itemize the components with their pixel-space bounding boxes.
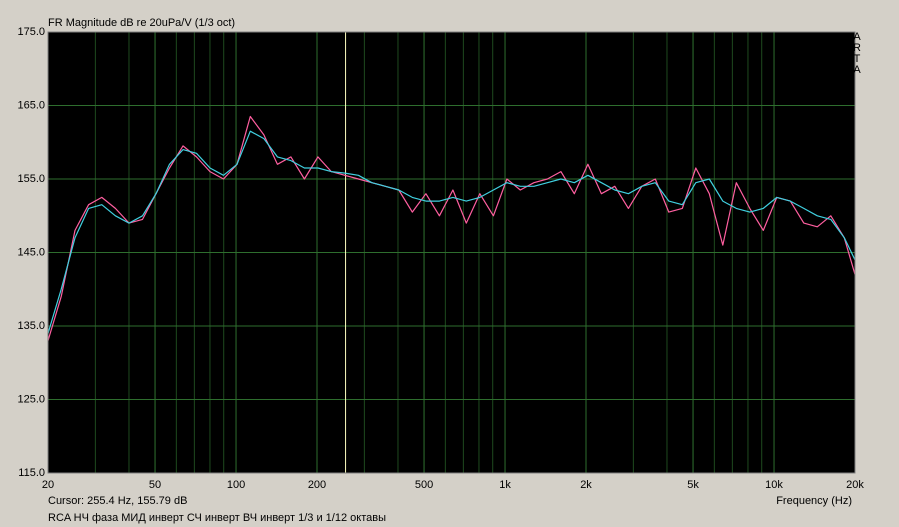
x-tick-label: 5k xyxy=(687,479,699,491)
x-tick-label: 50 xyxy=(149,479,161,491)
plot-border xyxy=(47,31,856,474)
x-tick-label: 20k xyxy=(846,479,864,491)
x-tick-label: 20 xyxy=(42,479,54,491)
y-tick-label: 135.0 xyxy=(17,320,45,332)
y-tick-label: 165.0 xyxy=(17,99,45,111)
x-tick-label: 1k xyxy=(499,479,511,491)
x-tick-label: 200 xyxy=(308,479,326,491)
x-axis-label: Frequency (Hz) xyxy=(776,495,852,507)
caption: RCA НЧ фаза МИД инверт СЧ инверт ВЧ инве… xyxy=(48,512,386,524)
y-tick-label: 115.0 xyxy=(18,467,45,479)
x-tick-label: 100 xyxy=(227,479,245,491)
x-tick-label: 2k xyxy=(580,479,592,491)
y-tick-label: 125.0 xyxy=(17,393,45,405)
series-line xyxy=(47,115,856,341)
cursor-readout: Cursor: 255.4 Hz, 155.79 dB xyxy=(48,495,187,507)
y-tick-label: 145.0 xyxy=(17,246,45,258)
chart-title: FR Magnitude dB re 20uPa/V (1/3 oct) xyxy=(48,17,235,29)
x-tick-label: 10k xyxy=(765,479,783,491)
y-tick-label: 155.0 xyxy=(17,173,45,185)
series-line xyxy=(47,130,856,334)
x-tick-label: 500 xyxy=(415,479,433,491)
brand: ARTA xyxy=(853,31,861,76)
y-tick-label: 175.0 xyxy=(17,26,45,38)
